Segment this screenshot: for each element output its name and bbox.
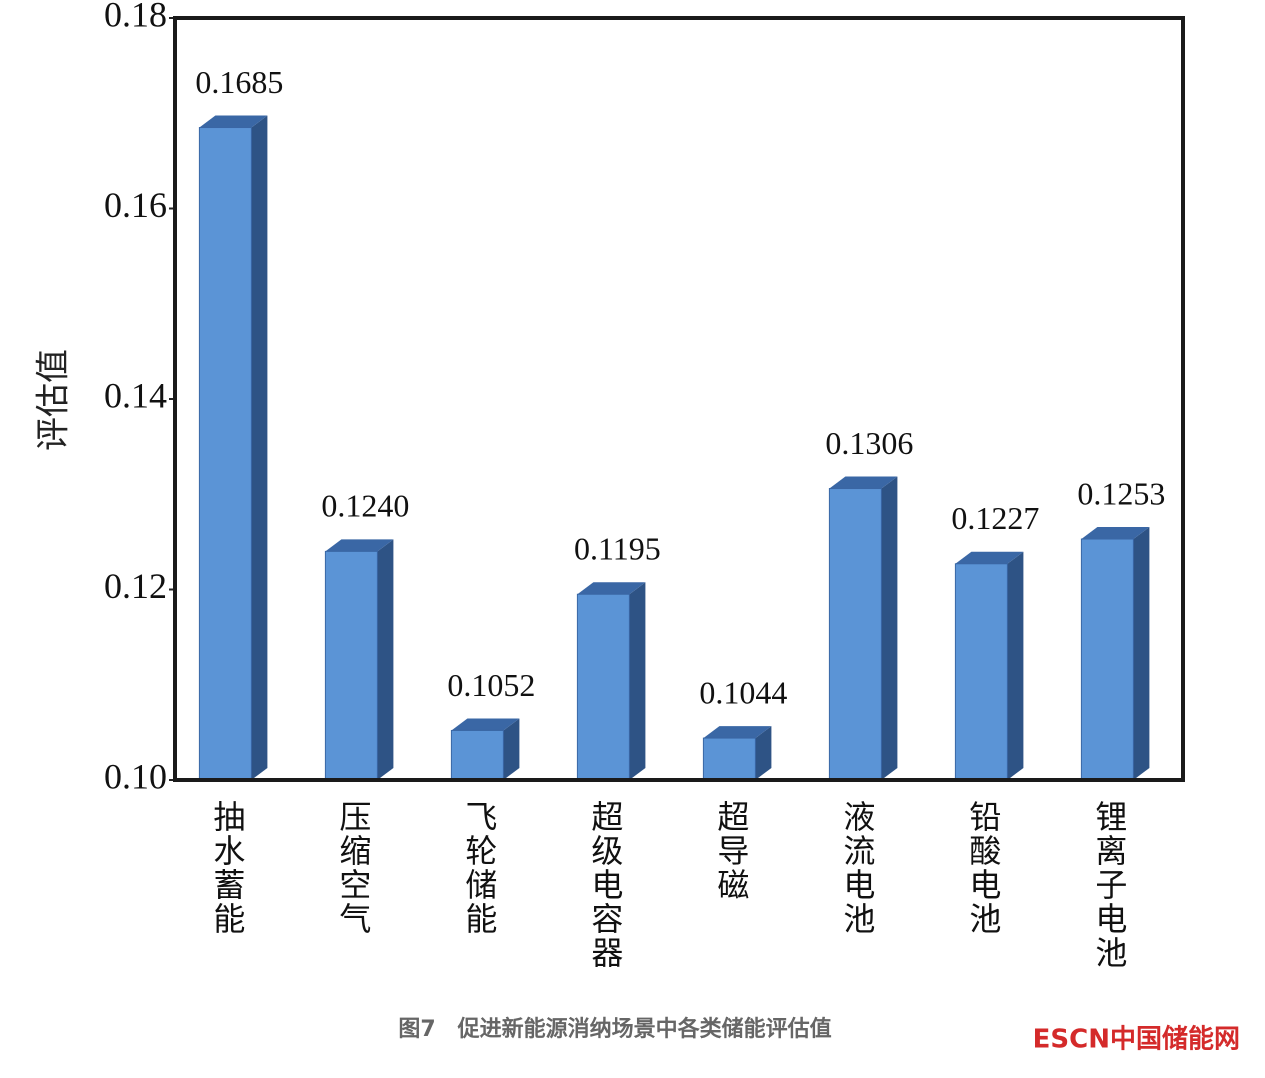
bar xyxy=(450,718,520,781)
x-tick-label: 液流电池 xyxy=(838,800,876,936)
bar-top xyxy=(325,539,394,552)
y-tick-label: 0.18 xyxy=(104,0,167,34)
bar-front xyxy=(324,550,378,781)
y-tick-label: 0.10 xyxy=(104,756,167,796)
value-label: 0.1240 xyxy=(321,488,409,524)
bar xyxy=(576,582,646,781)
bar-side xyxy=(881,476,898,780)
bar-side xyxy=(377,539,394,780)
y-axis-label: 评估值 xyxy=(34,349,74,451)
value-label: 0.1253 xyxy=(1077,475,1165,511)
bar-side xyxy=(503,718,520,780)
value-label: 0.1044 xyxy=(699,674,787,710)
bar xyxy=(198,115,268,781)
caption: 图7 促进新能源消纳场景中各类储能评估值 xyxy=(398,1016,831,1042)
y-tick-label: 0.16 xyxy=(104,185,167,225)
plot-frame xyxy=(173,16,1185,782)
bar-top xyxy=(199,115,268,128)
x-tick-label: 铅酸电池 xyxy=(964,800,1002,936)
y-tick-label: 0.14 xyxy=(104,375,167,415)
value-label: 0.1685 xyxy=(195,64,283,100)
bar-side xyxy=(629,582,646,780)
bar xyxy=(324,539,394,781)
bar-front xyxy=(1080,538,1134,781)
bar-front xyxy=(954,563,1008,781)
bar-front xyxy=(828,488,882,781)
bar-side xyxy=(1007,551,1024,780)
bar-side xyxy=(1133,527,1150,780)
bar-side xyxy=(755,726,772,780)
bar xyxy=(954,551,1024,781)
bar-top xyxy=(451,718,520,731)
x-tick-label: 超级电容器 xyxy=(586,800,624,970)
bar-top xyxy=(955,551,1024,564)
x-tick-label: 超导磁 xyxy=(712,800,750,902)
bar-front xyxy=(198,127,252,781)
bar xyxy=(702,726,772,781)
value-label: 0.1052 xyxy=(447,667,535,703)
bar-front xyxy=(576,593,630,781)
bar-top xyxy=(703,726,772,739)
watermark: ESCN中国储能网 xyxy=(1033,1024,1240,1055)
y-tick-label: 0.12 xyxy=(104,566,167,606)
value-label: 0.1195 xyxy=(574,531,661,567)
x-tick-label: 压缩空气 xyxy=(334,800,372,936)
bar-top xyxy=(577,582,646,595)
bar-top xyxy=(829,476,898,489)
x-tick-label: 抽水蓄能 xyxy=(208,800,246,936)
bar xyxy=(828,476,898,781)
bar-front xyxy=(450,729,504,781)
bar-top xyxy=(1081,527,1150,540)
x-tick-label: 锂离子电池 xyxy=(1090,800,1128,970)
bar-front xyxy=(702,737,756,781)
value-label: 0.1227 xyxy=(951,500,1039,536)
x-tick-label: 飞轮储能 xyxy=(460,800,498,936)
value-label: 0.1306 xyxy=(825,425,913,461)
bar xyxy=(1080,527,1150,781)
bar-side xyxy=(251,115,268,781)
